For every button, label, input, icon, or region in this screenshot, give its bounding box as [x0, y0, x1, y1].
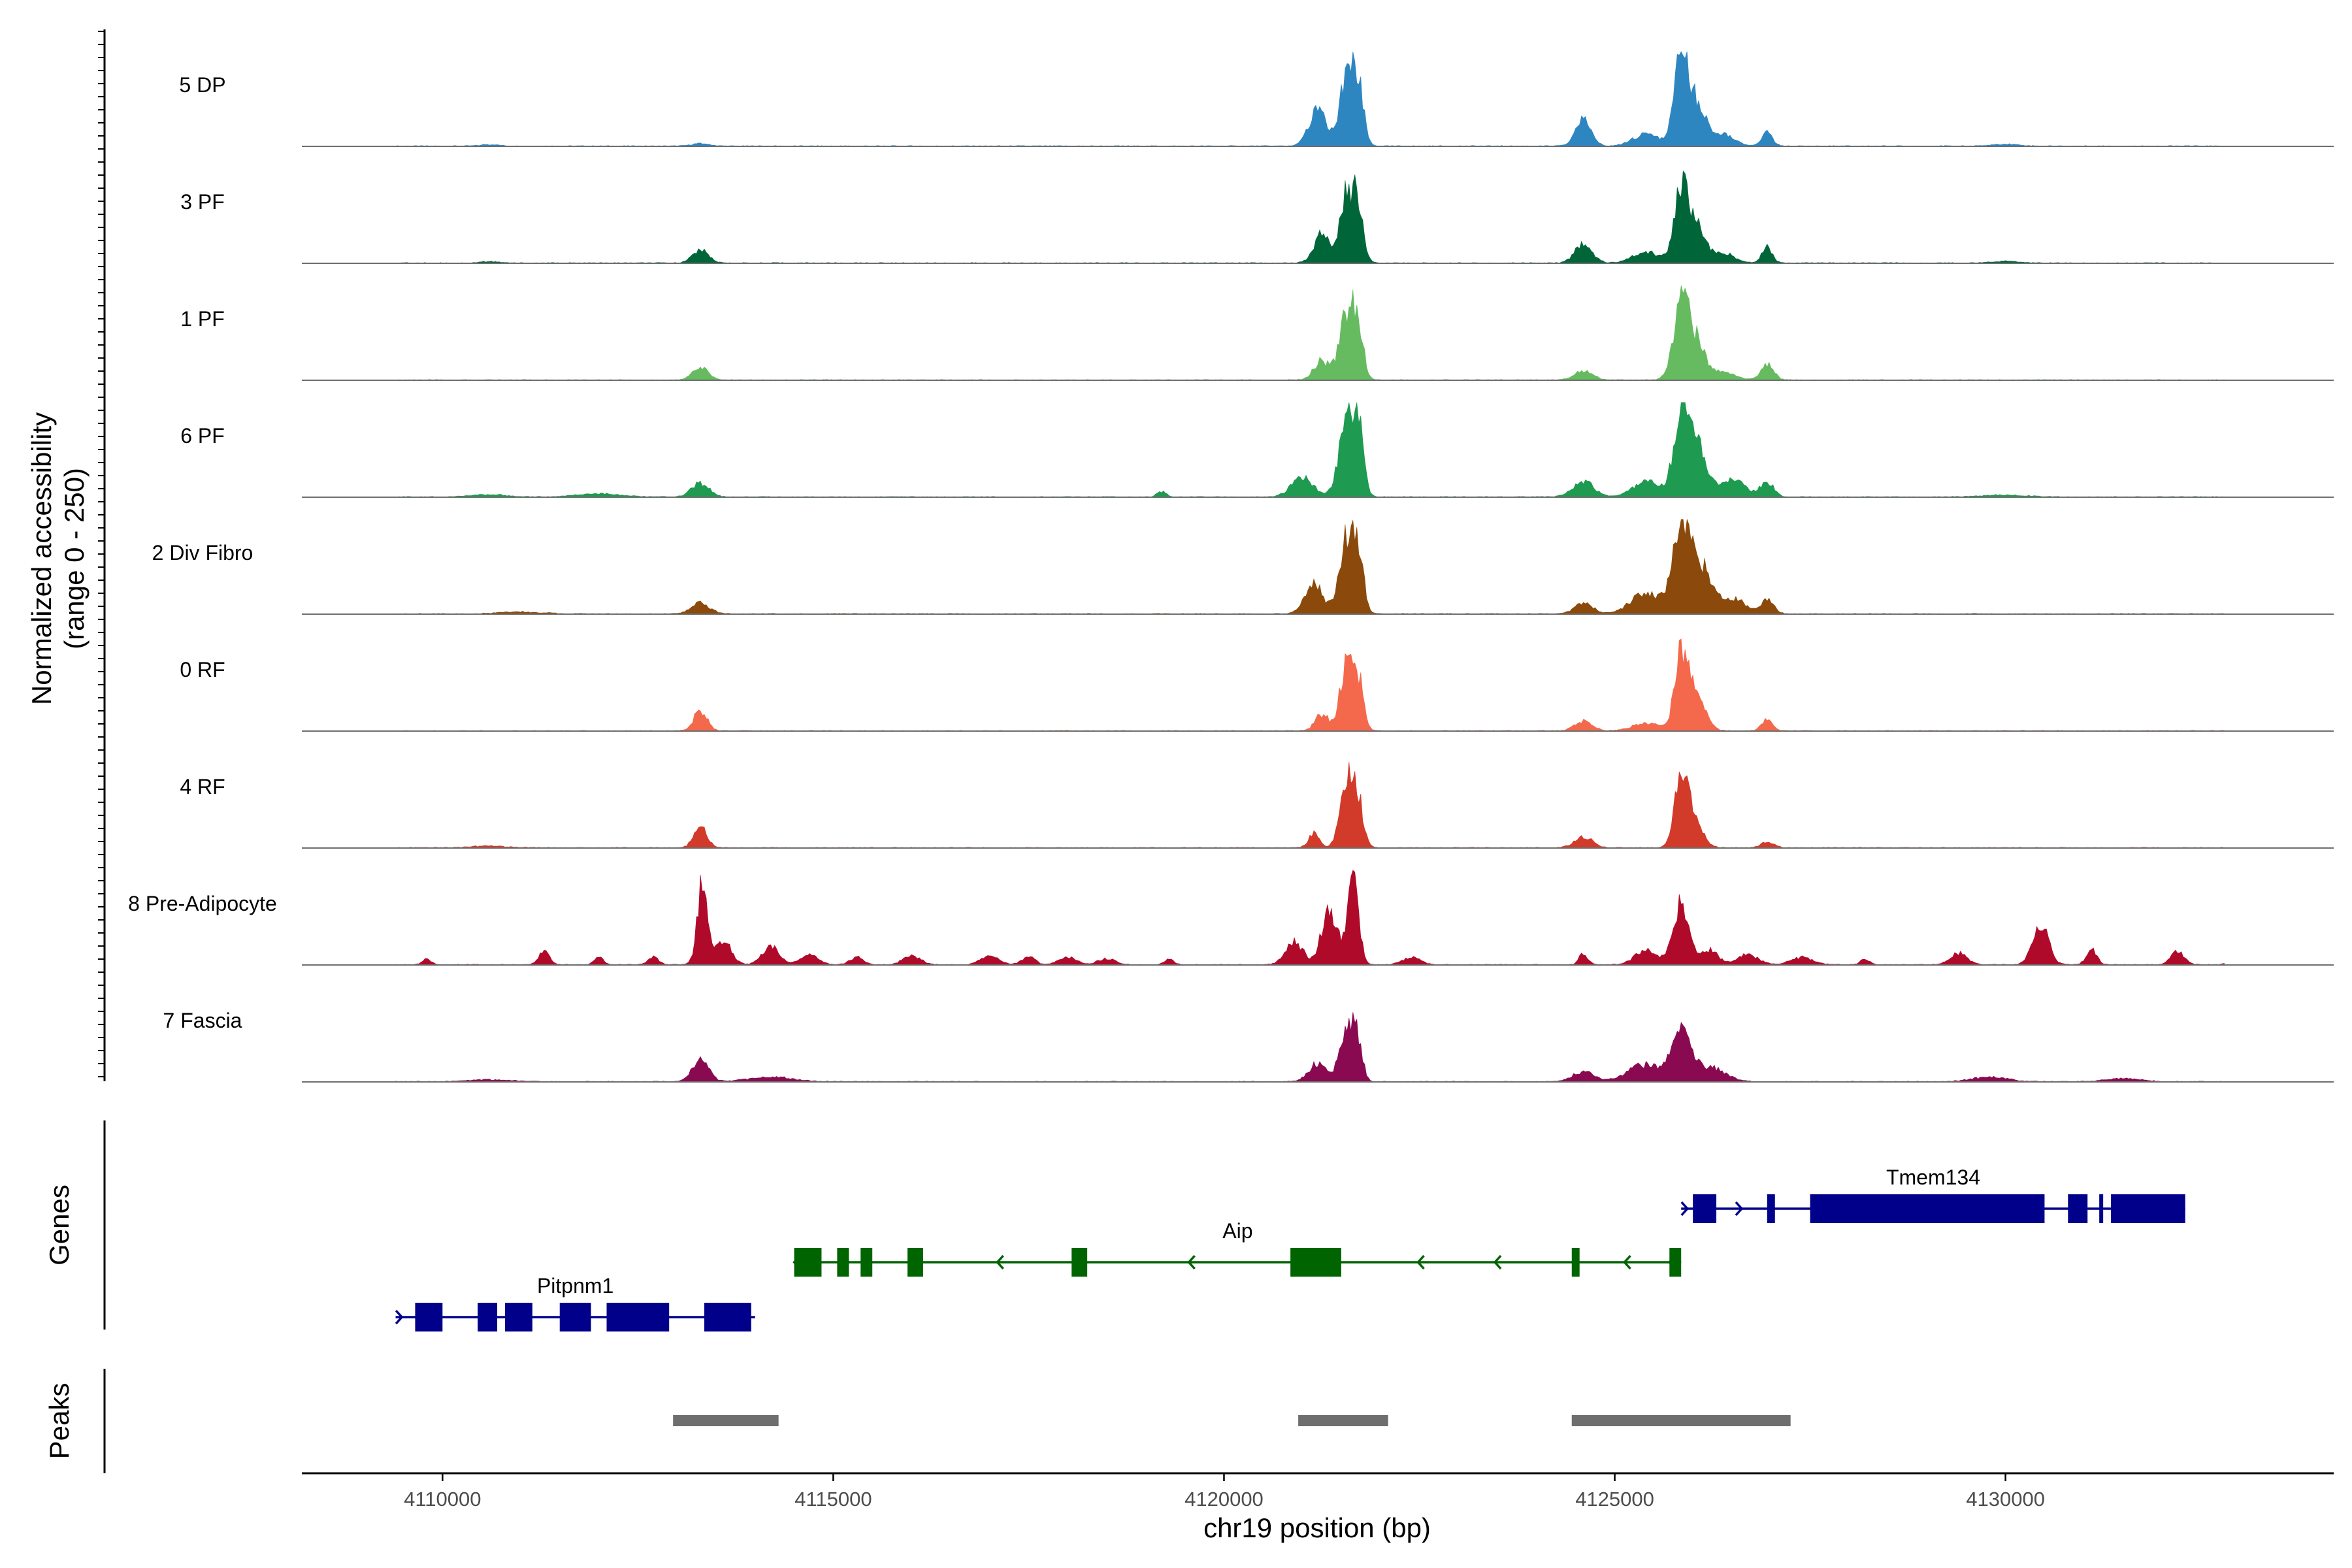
- track-2-div-fibro: 2 Div Fibro: [152, 519, 2334, 615]
- x-tick-label: 4125000: [1575, 1488, 1654, 1511]
- track-4-rf: 4 RF: [180, 762, 2334, 849]
- gene-exon: [1767, 1194, 1775, 1223]
- strand-arrow: [996, 1254, 1004, 1270]
- gene-exon: [415, 1303, 443, 1331]
- gene-exon: [794, 1248, 822, 1277]
- gene-exon: [559, 1303, 591, 1331]
- gene-exon: [704, 1303, 751, 1331]
- track-label: 0 RF: [180, 658, 225, 681]
- x-tick-label: 4120000: [1184, 1488, 1264, 1511]
- strand-arrow: [395, 1309, 404, 1325]
- coverage-area: [395, 762, 2225, 849]
- coverage-area: [395, 285, 2225, 381]
- track-label: 7 Fascia: [163, 1009, 242, 1032]
- gene-exon: [1693, 1194, 1717, 1223]
- x-axis-title: chr19 position (bp): [1203, 1512, 1431, 1543]
- strand-arrow: [1493, 1254, 1502, 1270]
- gene-exon: [2068, 1194, 2088, 1223]
- strand-arrow: [1623, 1254, 1631, 1270]
- track-0-rf: 0 RF: [180, 638, 2334, 732]
- peak-region: [673, 1415, 779, 1426]
- strand-arrow: [1680, 1201, 1690, 1217]
- track-7-fascia: 7 Fascia: [163, 1009, 2334, 1083]
- gene-exon: [2099, 1194, 2104, 1223]
- gene-exon: [907, 1248, 923, 1277]
- peaks-panel: [673, 1415, 1791, 1426]
- track-label: 5 DP: [179, 73, 225, 97]
- gene-exon: [606, 1303, 670, 1331]
- gene-annotation-panel: Pitpnm1 Aip Tmem134: [395, 1166, 2185, 1331]
- coverage-area: [395, 51, 2225, 147]
- track-1-pf: 1 PF: [180, 285, 2334, 381]
- coverage-y-axis-ticks: [98, 31, 105, 1077]
- accessibility-tracks: 5 DP 3 PF 1 PF 6 PF 2 Div Fibro 0 RF 4 RF 8 Pre…: [128, 51, 2334, 1083]
- y-axis-title-line2: (range 0 - 250): [59, 468, 90, 649]
- gene-exon: [1669, 1248, 1682, 1277]
- genes-panel-label: Genes: [44, 1184, 74, 1266]
- gene-exon: [837, 1248, 849, 1277]
- gene-label: Aip: [1222, 1219, 1252, 1243]
- coverage-area: [395, 170, 2225, 264]
- peak-region: [1571, 1415, 1791, 1426]
- track-label: 1 PF: [180, 307, 225, 331]
- y-axis-title: Normalized accessibility (range 0 - 250): [26, 412, 90, 705]
- gene-exon: [2111, 1194, 2185, 1223]
- gene-exon: [1571, 1248, 1580, 1277]
- coverage-area: [395, 870, 2225, 966]
- strand-arrow: [1416, 1254, 1425, 1270]
- gene-exon: [860, 1248, 873, 1277]
- strand-arrow: [1735, 1201, 1744, 1217]
- gene-tmem134: Tmem134: [1680, 1166, 2185, 1223]
- gene-pitpnm1: Pitpnm1: [395, 1274, 755, 1331]
- gene-aip: Aip: [792, 1219, 1682, 1277]
- track-label: 4 RF: [180, 775, 225, 798]
- track-label: 8 Pre-Adipocyte: [128, 892, 277, 915]
- gene-exon: [505, 1303, 532, 1331]
- peak-region: [1298, 1415, 1388, 1426]
- gene-exon: [1810, 1194, 2045, 1223]
- gene-label: Pitpnm1: [537, 1274, 613, 1298]
- peaks-panel-label: Peaks: [44, 1383, 74, 1460]
- coverage-area: [395, 1012, 2225, 1083]
- track-3-pf: 3 PF: [180, 170, 2334, 264]
- y-axis-title-line1: Normalized accessibility: [26, 412, 57, 705]
- coverage-area: [395, 519, 2225, 615]
- track-8-pre-adipocyte: 8 Pre-Adipocyte: [128, 870, 2334, 966]
- track-label: 3 PF: [180, 190, 225, 214]
- gene-exon: [1071, 1248, 1088, 1277]
- coverage-area: [395, 638, 2225, 732]
- x-tick-label: 4115000: [794, 1488, 872, 1511]
- gene-exon: [478, 1303, 498, 1331]
- track-label: 2 Div Fibro: [152, 541, 253, 564]
- track-5-dp: 5 DP: [179, 51, 2334, 147]
- x-tick-label: 4130000: [1966, 1488, 2045, 1511]
- gene-label: Tmem134: [1886, 1166, 1980, 1189]
- gene-exon: [1290, 1248, 1341, 1277]
- strand-arrow: [1187, 1254, 1196, 1270]
- coverage-area: [395, 402, 2225, 498]
- track-label: 6 PF: [180, 424, 225, 448]
- x-axis-ticks: 4110000 4115000 4120000 4125000 4130000: [404, 1473, 2045, 1511]
- x-tick-label: 4110000: [404, 1488, 481, 1511]
- track-6-pf: 6 PF: [180, 402, 2334, 498]
